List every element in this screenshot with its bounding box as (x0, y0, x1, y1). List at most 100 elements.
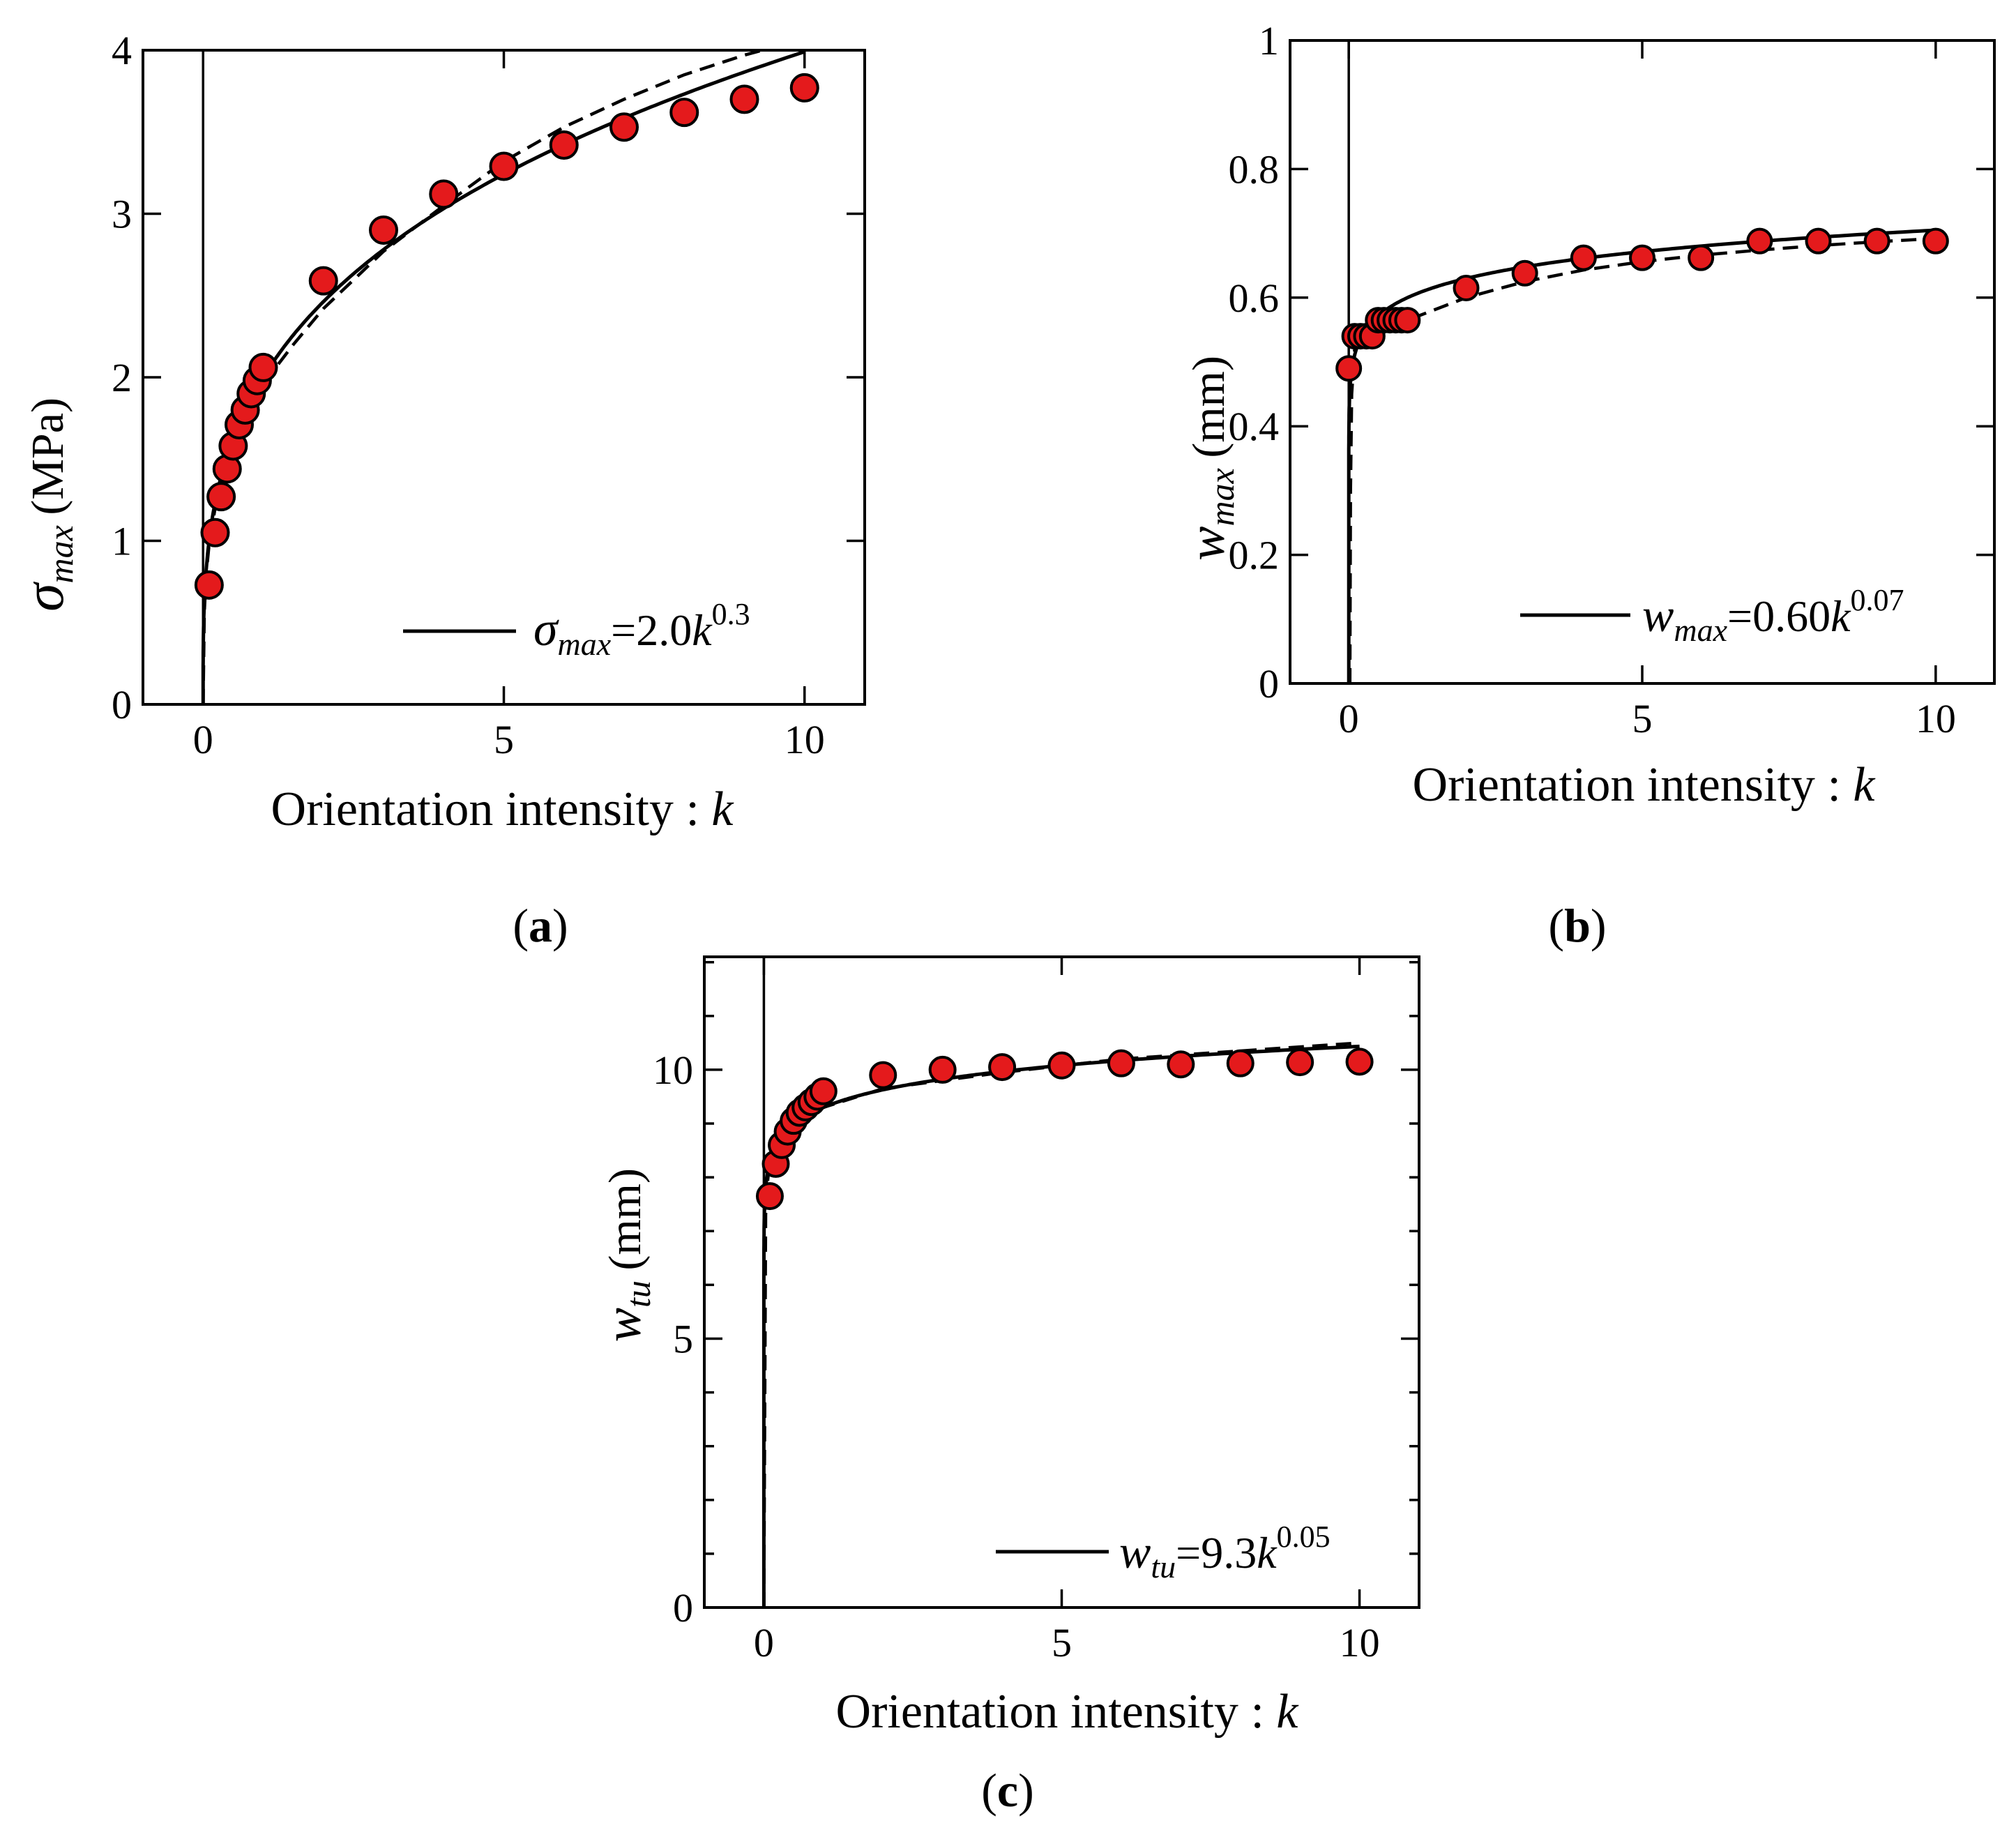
panel-b-ylabel-sub: max (1202, 468, 1241, 526)
panel-c-data-point (1167, 1050, 1195, 1079)
panel-b-data-point (1511, 259, 1538, 287)
panel-b-data-point (1805, 227, 1832, 255)
panel-a-data-point (369, 215, 398, 245)
panel-c-data-point (928, 1055, 957, 1084)
panel-a-ytick-label: 3 (112, 192, 132, 237)
panel-a-dashed-line (202, 48, 763, 705)
panel-c-fit-line (761, 1044, 1360, 1608)
panel-c-legend-base: k (1257, 1528, 1278, 1578)
panel-b-legend: wmax=0.60k0.07 (1520, 583, 1904, 648)
panel-b-ytick-label: 0.8 (1229, 146, 1280, 192)
panel-c-label: (c) (981, 1764, 1034, 1817)
panel-a-data-point (429, 179, 459, 209)
panel-b-legend-base: k (1831, 591, 1851, 641)
panel-b-data-point (1863, 227, 1890, 255)
panel-a-data-point (489, 151, 519, 181)
panel-a-xvar: k (711, 782, 734, 836)
panel-a-axes: 0 1 2 3 4 0 5 10 (112, 28, 866, 762)
panel-c-xlabel: Orientation intensity (836, 1685, 1238, 1739)
panel-b-data-point (1570, 244, 1597, 271)
panel-b-label-letter: b (1564, 899, 1591, 952)
panel-c-dashed-line (762, 1041, 1360, 1608)
panel-b-xtick-label: 5 (1632, 696, 1653, 741)
panel-a-xaxis-title: Orientation intensity : k (271, 782, 735, 836)
panel-b-data-point (1394, 307, 1421, 334)
panel-a-yaxis-title: σmax (MPa) (12, 398, 80, 612)
panel-b-legend-sym: w (1642, 589, 1674, 642)
panel-b-xtick-label: 0 (1339, 696, 1359, 741)
panel-a-ylabel-sub: max (41, 525, 80, 583)
panel-b-label: (b) (1548, 899, 1606, 952)
panel-b-data-point (1746, 227, 1773, 255)
panel-a-data-point (729, 84, 759, 114)
panel-c-data-point (755, 1182, 784, 1211)
panel-c-legend-sym: w (1119, 1525, 1151, 1578)
panel-c-ylabel-sub: tu (619, 1280, 658, 1308)
panel-b-legend-sub: max (1674, 612, 1727, 648)
panel-a-xlabel: Orientation intensity (271, 782, 674, 836)
panel-a-ylabel-unit: (MPa) (22, 398, 73, 515)
panel-c-xtick-label: 0 (754, 1620, 774, 1665)
panel-c-ytick-label: 0 (673, 1585, 693, 1631)
panel-c-ytick-label: 10 (653, 1047, 693, 1093)
panel-b-ytick-label: 0.2 (1229, 533, 1280, 578)
panel-c-ylabel-unit: (mm) (600, 1168, 651, 1271)
panel-a-legend-exp: 0.3 (712, 597, 750, 631)
panel-a-legend-sym: σ (533, 603, 559, 656)
panel-b-data-point (1453, 274, 1480, 301)
panel-a-ytick-label: 1 (112, 519, 132, 564)
panel-b-data-point (1335, 355, 1363, 382)
panel-c-ytick-label: 5 (673, 1316, 693, 1361)
panel-a-data-point (206, 482, 236, 512)
panel-c-ylabel-symbol: w (595, 1308, 652, 1342)
panel-c-yaxis-title: wtu (mm) (595, 1168, 658, 1342)
panel-c-xtick-label: 5 (1052, 1620, 1072, 1665)
panel-a-data-point (609, 112, 639, 142)
panel-c-xvar: k (1276, 1685, 1299, 1739)
panel-a-legend-eq: =2.0 (611, 605, 692, 655)
panel-a-data-point (549, 130, 579, 160)
panel-a-data-point (248, 352, 278, 382)
panel-c-data-point (869, 1061, 897, 1089)
panel-c-axes: 0 5 10 0 5 10 (653, 955, 1420, 1665)
panel-c-xtick-label: 10 (1340, 1620, 1380, 1665)
panel-b-fit-line (1347, 228, 1936, 683)
panel-a-xtick-label: 5 (494, 717, 514, 762)
panel-b-data-point (1922, 227, 1949, 255)
panel-b-xaxis-title: Orientation intensity : k (1413, 758, 1877, 812)
panel-b-xvar: k (1853, 758, 1876, 812)
panel-c-data-point (809, 1077, 838, 1105)
panel-b: 00.20.40.60.810 5 10 wmax (mm) Orientation… (1178, 18, 1996, 952)
panel-a-data-point (669, 98, 699, 128)
panel-b-ylabel-symbol: w (1178, 526, 1236, 560)
panel-c-legend: wtu=9.3k0.05 (996, 1520, 1331, 1584)
panel-b-xtick-label: 10 (1916, 696, 1956, 741)
panel-a-label-letter: a (529, 899, 552, 952)
panel-b-legend-exp: 0.07 (1851, 583, 1904, 617)
panel-a-xtick-label: 10 (785, 717, 825, 762)
panel-a-data-point (789, 73, 819, 103)
panel-b-ylabel-unit: (mm) (1183, 356, 1234, 458)
panel-a-ytick-label: 0 (112, 682, 132, 727)
panel-b-ytick-label: 1 (1259, 18, 1279, 63)
panel-b-data-point (1688, 244, 1715, 271)
panel-a-legend: σmax=2.0k0.3 (403, 597, 750, 662)
panel-c-legend-text: wtu=9.3k0.05 (1119, 1520, 1331, 1584)
panel-b-ytick-label: 0.4 (1229, 404, 1280, 449)
panel-a-legend-base: k (692, 605, 713, 655)
panel-a-legend-text: σmax=2.0k0.3 (533, 597, 750, 662)
panel-a-data-point (200, 517, 230, 547)
panel-b-ytick-label: 0 (1259, 661, 1279, 706)
panel-c-data-point (1345, 1047, 1374, 1076)
panel-b-legend-eq: =0.60 (1727, 591, 1831, 641)
panel-b-ytick-label: 0.6 (1229, 275, 1280, 321)
panel-a-ytick-label: 2 (112, 355, 132, 400)
panel-c-data-point (1047, 1051, 1076, 1080)
panel-c-legend-exp: 0.05 (1277, 1520, 1331, 1554)
panel-a-label: (a) (513, 899, 568, 952)
panel-a-ylabel-symbol: σ (12, 581, 75, 612)
panel-b-axes: 00.20.40.60.810 5 10 (1229, 18, 1996, 741)
